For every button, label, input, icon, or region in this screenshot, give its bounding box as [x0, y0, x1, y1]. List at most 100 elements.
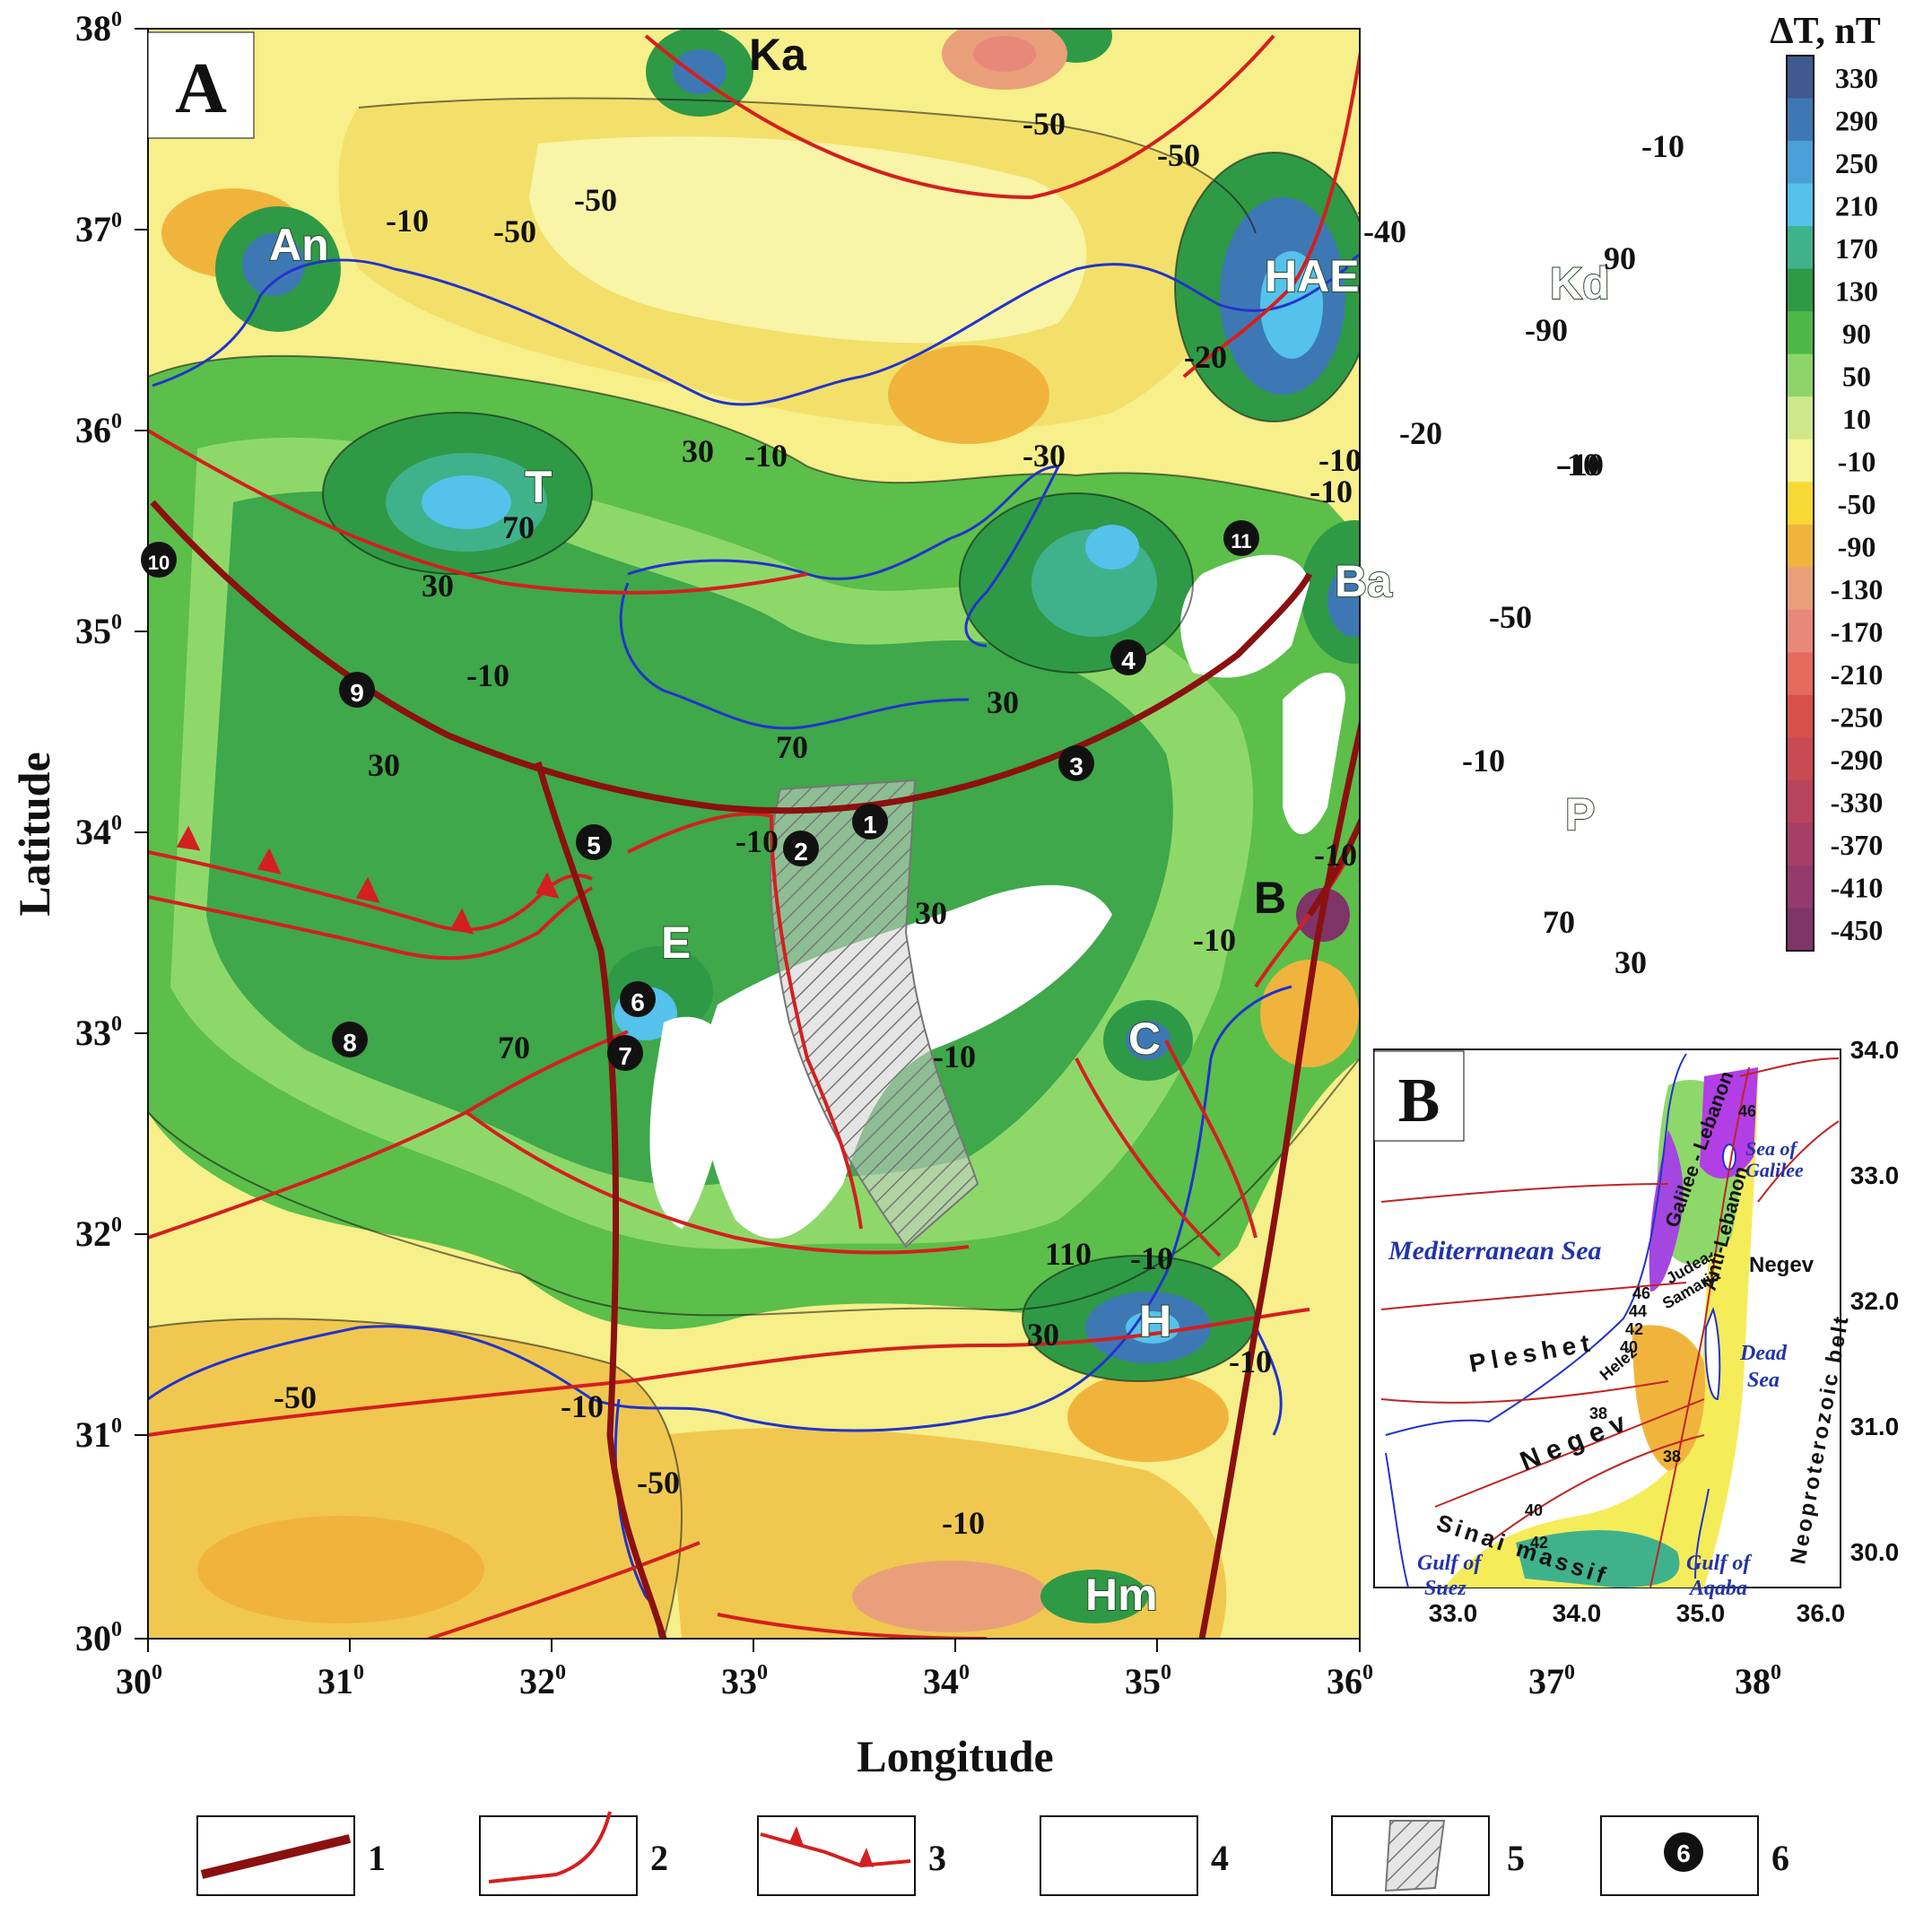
- inset-depth-label: 38: [1589, 1405, 1607, 1422]
- inset-sea-label: Dead: [1739, 1342, 1788, 1365]
- anomaly-field: [148, 29, 1360, 1639]
- inset-sea-label: Sea: [1747, 1369, 1780, 1392]
- colorbar-label: -10: [1838, 445, 1876, 477]
- colorbar-label: -130: [1831, 573, 1884, 605]
- colorbar-swatch: [1787, 396, 1814, 440]
- contour-label: -10: [1462, 743, 1505, 779]
- contour-label: -10: [744, 438, 788, 474]
- inset-depth-label: 40: [1620, 1338, 1638, 1356]
- y-tick-label: 370: [75, 209, 122, 249]
- region-label: C: [1128, 1014, 1161, 1064]
- inset-x-tick: 35.0: [1676, 1599, 1726, 1627]
- contour-label: -10: [561, 1388, 604, 1424]
- contour-label: -10: [1229, 1344, 1272, 1379]
- svg-text:4: 4: [1211, 1838, 1229, 1878]
- inset-x-tick: 33.0: [1429, 1599, 1478, 1627]
- svg-text:7: 7: [618, 1042, 632, 1070]
- colorbar-label: 250: [1835, 147, 1878, 179]
- y-tick-label: 350: [75, 611, 122, 651]
- x-tick-label: 350: [1125, 1661, 1171, 1701]
- x-tick-label: 360: [1327, 1661, 1373, 1701]
- colorbar-swatch: [1787, 482, 1814, 526]
- y-tick-label: 330: [75, 1013, 122, 1053]
- y-tick-label: 300: [75, 1618, 122, 1658]
- contour-label: 30: [1027, 1317, 1059, 1353]
- point-marker: 1: [852, 804, 888, 840]
- region-label: P: [1565, 789, 1595, 840]
- colorbar-swatch: [1787, 822, 1814, 866]
- svg-text:5: 5: [587, 831, 601, 859]
- inset-sea-label: Aqaba: [1688, 1577, 1747, 1600]
- contour-label: -10: [1318, 442, 1362, 478]
- x-tick-label: 300: [116, 1661, 162, 1701]
- inset-depth-label: 46: [1738, 1102, 1756, 1120]
- point-marker: 2: [783, 831, 819, 866]
- colorbar-label: 90: [1842, 318, 1871, 350]
- y-tick-label: 310: [75, 1414, 122, 1455]
- region-label: B: [1254, 873, 1286, 923]
- colorbar-swatch: [1787, 268, 1814, 312]
- contour-label: 70: [1543, 904, 1575, 940]
- contour-label: -30: [1023, 438, 1066, 474]
- colorbar-label: 290: [1835, 104, 1878, 136]
- colorbar-swatch: [1787, 652, 1814, 696]
- inset-depth-label: 42: [1625, 1320, 1643, 1338]
- y-tick-label: 380: [75, 8, 122, 48]
- inset-depth-label: 38: [1663, 1448, 1681, 1466]
- legend-item-4: 4: [1040, 1815, 1229, 1896]
- contour-label: 30: [682, 433, 714, 469]
- contour-label: -20: [1399, 415, 1442, 451]
- region-label: T: [525, 462, 553, 512]
- contour-label: -10: [1641, 128, 1684, 164]
- inset-x-tick: 34.0: [1553, 1599, 1602, 1627]
- colorbar-swatch: [1787, 609, 1814, 653]
- point-marker: 6: [620, 981, 656, 1017]
- point-marker: 9: [339, 672, 375, 708]
- contour-label: -50: [1023, 106, 1066, 142]
- colorbar-swatch: [1787, 737, 1814, 781]
- contour-label: 110: [1045, 1236, 1092, 1272]
- point-marker: 3: [1058, 745, 1094, 781]
- x-tick-label: 330: [721, 1661, 768, 1701]
- region-label: Ka: [749, 30, 807, 80]
- inset-y-tick: 31.0: [1850, 1413, 1900, 1440]
- contour-label: 30: [1614, 944, 1647, 980]
- x-tick-label: 340: [923, 1661, 970, 1701]
- colorbar-label: -290: [1831, 744, 1884, 776]
- x-axis-title: Longitude: [857, 1731, 1054, 1781]
- y-tick-label: 340: [75, 812, 122, 852]
- legend-item-2: 2: [479, 1811, 668, 1896]
- colorbar-label: 50: [1842, 360, 1871, 392]
- inset-sea-label: Galilee: [1745, 1159, 1804, 1181]
- region-label: An: [269, 220, 329, 270]
- colorbar-swatch: [1787, 908, 1814, 952]
- y-axis-title: Latitude: [9, 752, 59, 916]
- contour-label: -40: [1363, 213, 1406, 249]
- region-label: H: [1139, 1296, 1171, 1346]
- x-tick-label: 370: [1528, 1661, 1575, 1701]
- inset-y-tick: 34.0: [1850, 1036, 1900, 1064]
- inset-depth-label: 46: [1632, 1284, 1650, 1302]
- panel-b-label: B: [1398, 1066, 1440, 1135]
- colorbar-swatch: [1787, 56, 1814, 100]
- region-label: Hm: [1085, 1570, 1158, 1620]
- contour-label: -50: [274, 1379, 317, 1415]
- contour-label: -50: [637, 1465, 680, 1501]
- y-tick-label: 360: [75, 410, 122, 450]
- contour-label: -20: [1184, 339, 1227, 375]
- contour-label: 30: [915, 895, 947, 931]
- colorbar-swatch: [1787, 353, 1814, 397]
- svg-text:11: 11: [1231, 530, 1251, 552]
- colorbar-label: 210: [1835, 189, 1878, 222]
- inset-sea-label: Gulf of: [1417, 1552, 1483, 1575]
- inset-terrane-label: Negev: [1749, 1253, 1815, 1277]
- colorbar-swatches: [1786, 55, 1815, 952]
- contour-label: -50: [1489, 599, 1532, 635]
- contour-label: 30: [368, 747, 400, 783]
- colorbar-swatch: [1787, 183, 1814, 227]
- colorbar-swatch: [1787, 694, 1814, 738]
- svg-text:2: 2: [650, 1838, 668, 1878]
- x-tick-label: 320: [519, 1661, 566, 1701]
- region-label: Kd: [1550, 258, 1610, 309]
